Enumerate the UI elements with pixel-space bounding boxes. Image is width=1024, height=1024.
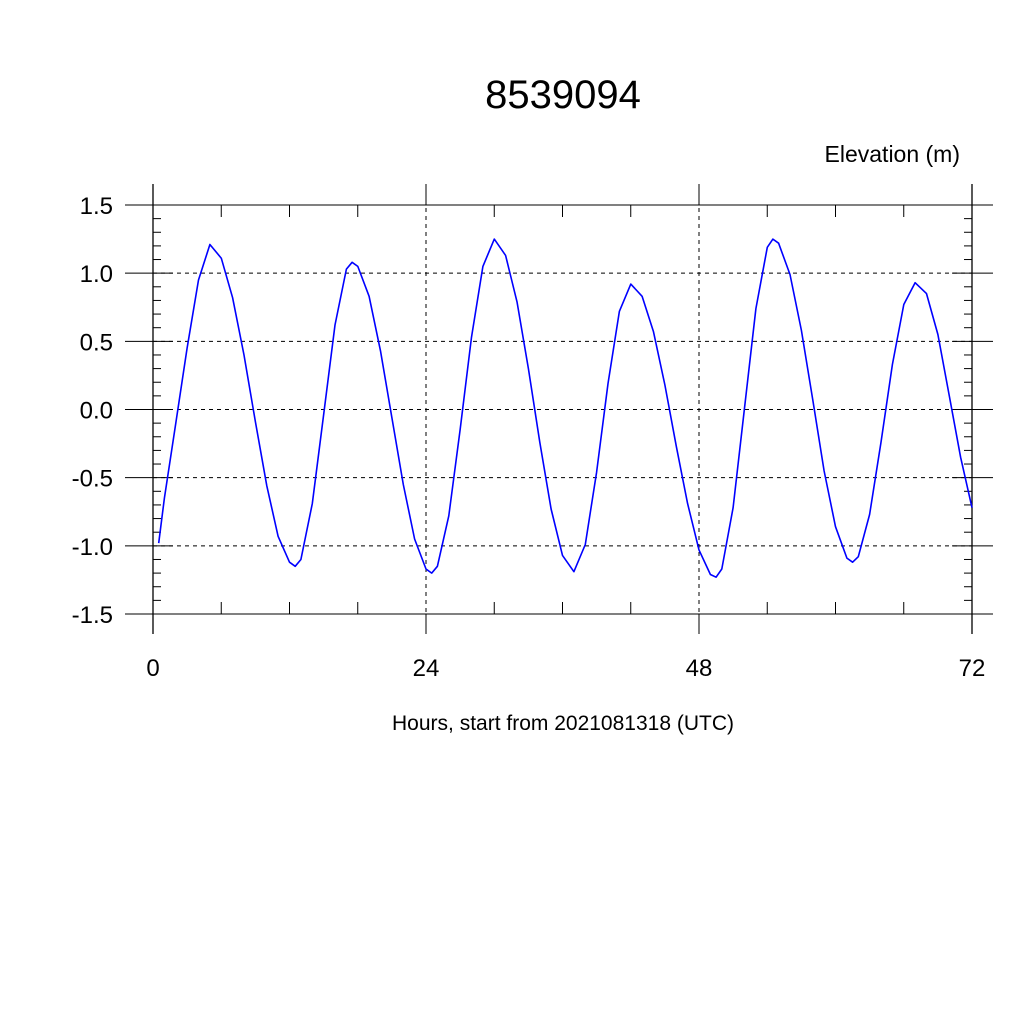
y-tick-label: -1.5 [72,602,113,629]
y-tick-label: 1.0 [80,261,113,288]
y-tick-label: 0.0 [80,398,113,425]
y-tick-label: -0.5 [72,466,113,493]
x-tick-label: 0 [146,655,159,682]
x-tick-label: 48 [686,655,713,682]
tick-labels: 0 24 48 72 -1.5 -1.0 -0.5 0.0 0.5 1.0 1.5 [72,193,986,682]
y-tick-label: 0.5 [80,329,113,356]
elevation-line [157,238,973,579]
grid-lines [125,184,993,634]
x-tick-label: 72 [959,655,986,682]
y-tick-label: 1.5 [80,193,113,220]
x-axis-label: Hours, start from 2021081318 (UTC) [392,712,734,735]
y-axis-label: Elevation (m) [825,141,960,167]
y-tick-label: -1.0 [72,534,113,561]
series-group [157,238,973,579]
chart-title: 8539094 [485,73,641,117]
axes [125,184,993,634]
x-tick-label: 24 [413,655,440,682]
